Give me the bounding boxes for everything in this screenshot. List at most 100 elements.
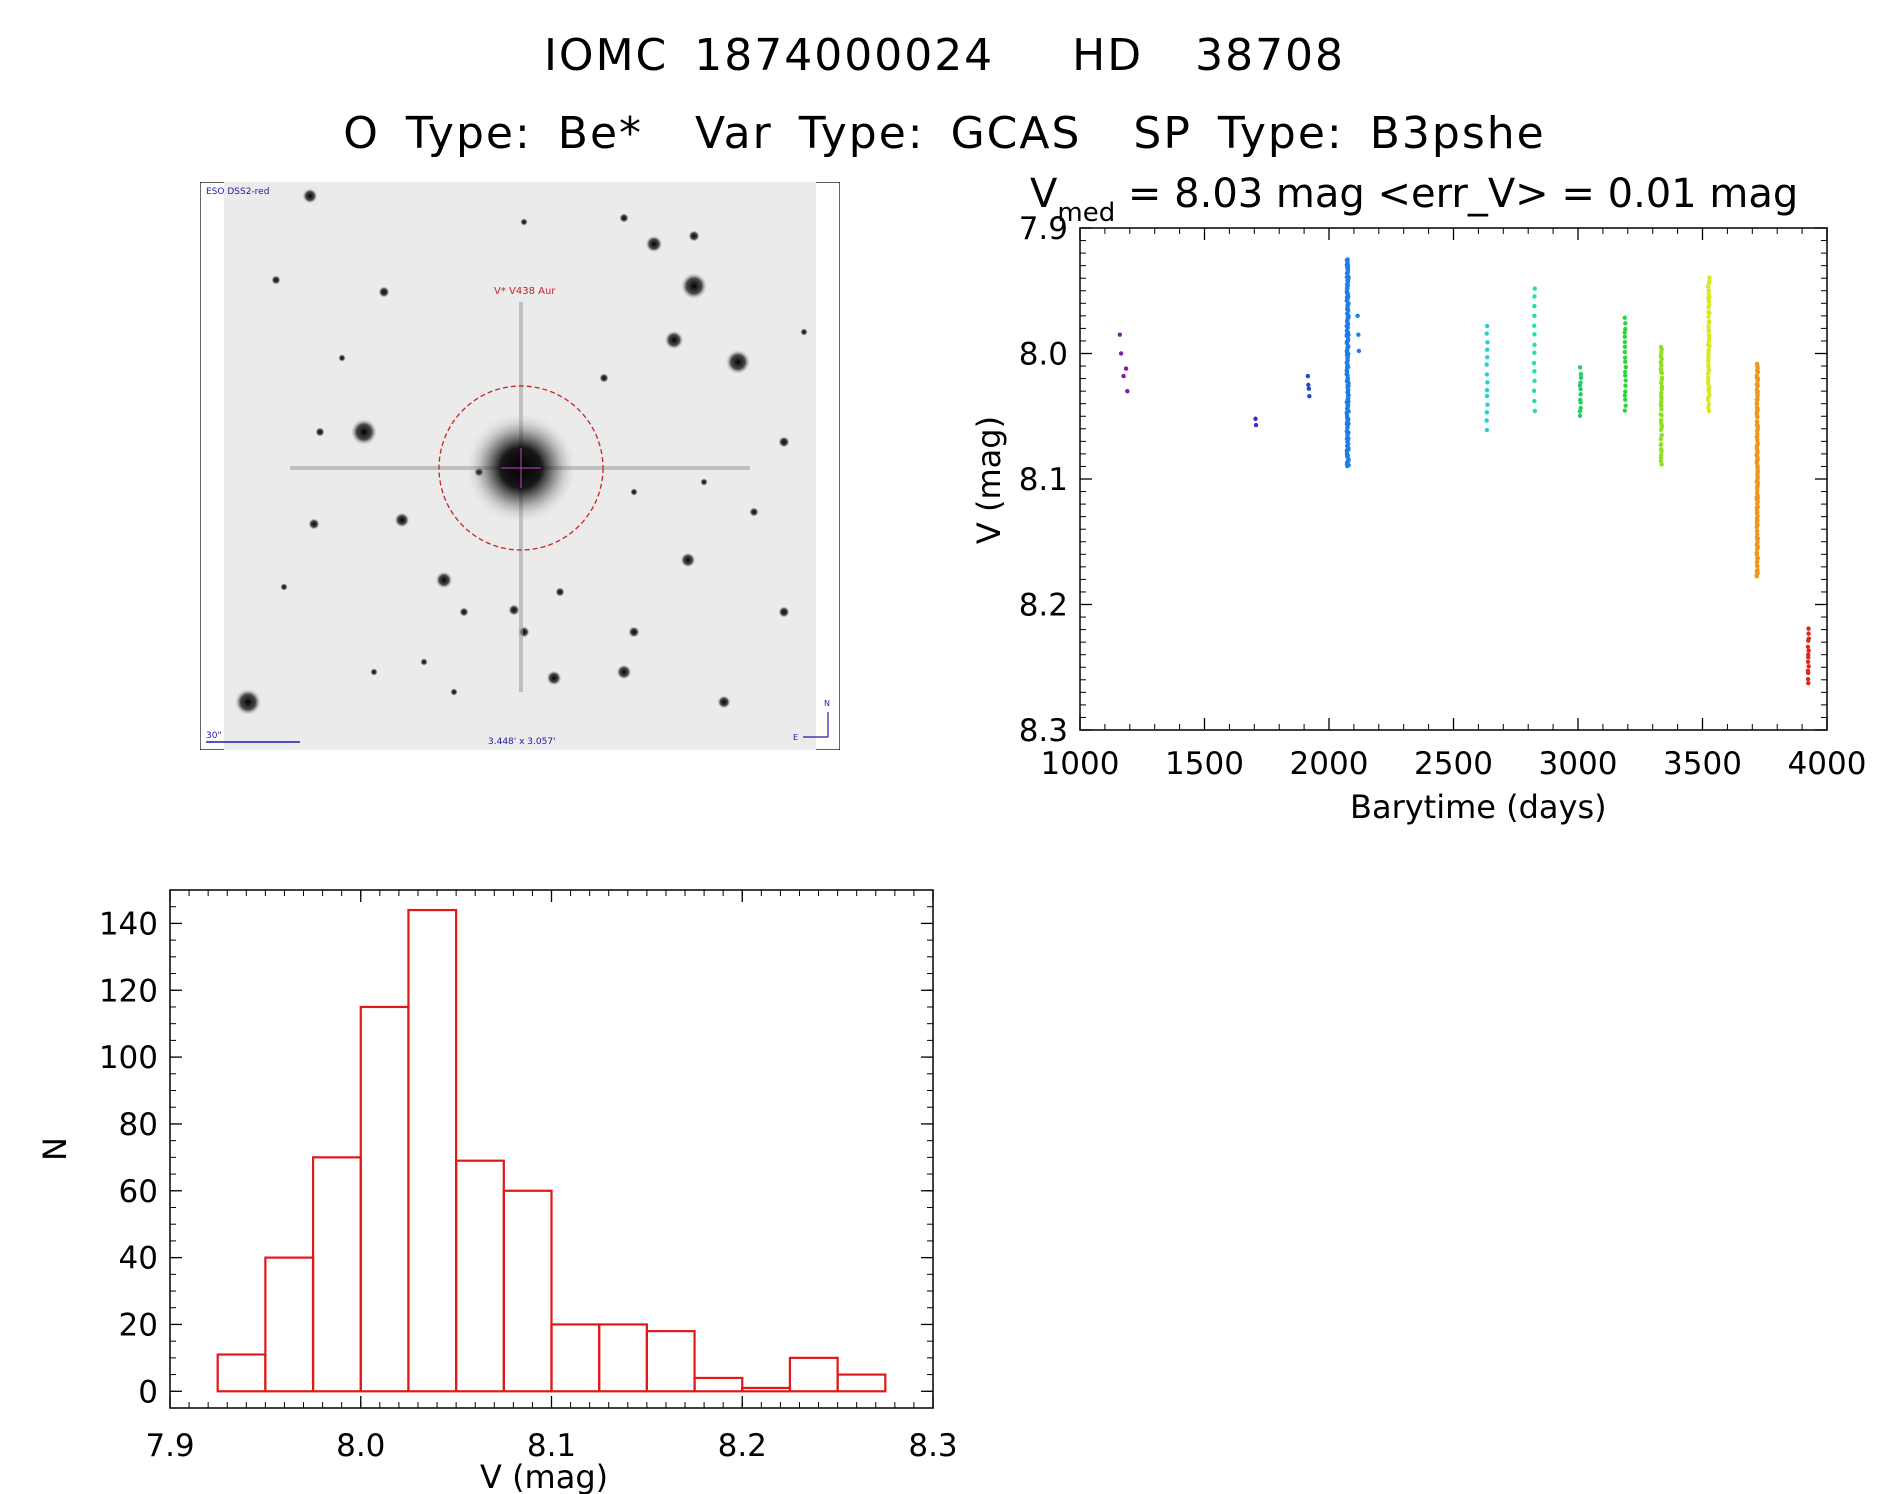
data-point — [1706, 402, 1712, 407]
field-star — [435, 571, 453, 589]
page-title: IOMC 1874000024 HD 38708 — [543, 30, 1346, 81]
data-point — [1355, 313, 1360, 319]
y-tick-label: 0 — [138, 1374, 158, 1410]
data-point — [1754, 574, 1760, 579]
title-subscript: med — [1057, 198, 1115, 228]
data-point — [1658, 437, 1664, 442]
data-point — [1658, 455, 1664, 461]
y-tick-label: 60 — [119, 1174, 158, 1210]
data-point — [1577, 413, 1583, 419]
compass: N E — [793, 699, 830, 742]
scale-label: 30" — [206, 731, 222, 741]
data-point — [1484, 427, 1490, 433]
data-point — [1623, 403, 1628, 408]
field-star — [630, 488, 638, 496]
title-v: V — [1030, 171, 1058, 217]
field-star — [688, 230, 700, 242]
data-point — [1123, 366, 1129, 371]
data-point — [1623, 383, 1628, 388]
data-point — [1623, 373, 1628, 378]
data-point — [1707, 343, 1712, 349]
field-star — [308, 518, 320, 530]
data-point — [1532, 378, 1537, 384]
field-star — [725, 349, 751, 375]
data-point — [1578, 386, 1583, 392]
data-point — [1622, 369, 1628, 375]
data-point — [1253, 416, 1258, 421]
data-point — [1532, 332, 1537, 337]
field-star — [459, 607, 469, 617]
field-star — [520, 218, 528, 226]
histogram-ticks: 7.9 8.0 8.1 8.2 8.3 0 20 40 60 80 100 120 140 — [99, 890, 958, 1464]
data-point — [1532, 398, 1537, 404]
data-point — [1705, 397, 1711, 403]
data-point — [1754, 525, 1759, 530]
data-point — [1623, 321, 1628, 326]
data-point — [1806, 655, 1811, 660]
data-point — [1118, 351, 1124, 356]
data-point — [1659, 448, 1664, 454]
data-point — [1754, 401, 1760, 407]
data-point — [1706, 314, 1711, 319]
histogram-bar — [693, 1376, 744, 1393]
y-tick-label: 80 — [119, 1107, 158, 1143]
data-point — [1806, 638, 1811, 643]
data-point — [1805, 644, 1811, 650]
data-point — [1484, 331, 1489, 336]
data-point — [1755, 564, 1760, 569]
y-tick-label: 7.9 — [1019, 211, 1068, 247]
data-point — [1706, 296, 1711, 301]
data-point — [1622, 355, 1628, 360]
data-point — [1344, 270, 1350, 276]
data-point — [1306, 382, 1311, 388]
x-tick-label: 1000 — [1041, 746, 1120, 782]
east-label: E — [793, 733, 798, 742]
data-point — [1806, 648, 1811, 653]
data-point — [1755, 488, 1760, 493]
data-point — [1755, 397, 1760, 402]
field-star — [302, 188, 318, 204]
field-star — [420, 658, 428, 666]
x-tick-label: 3500 — [1663, 746, 1742, 782]
data-point — [1345, 425, 1350, 431]
field-star — [234, 688, 262, 716]
data-point — [1706, 324, 1711, 329]
data-point — [1705, 370, 1711, 376]
object-types-subtitle: O Type: Be* Var Type: GCAS SP Type: B3ps… — [343, 108, 1546, 159]
field-star — [271, 275, 281, 285]
data-point — [1659, 377, 1665, 382]
data-point — [1253, 422, 1259, 428]
data-point — [1658, 458, 1664, 464]
histogram-bar — [550, 1323, 601, 1393]
data-point — [1622, 393, 1628, 398]
data-point — [1755, 369, 1761, 375]
target-circle — [438, 385, 604, 551]
histogram-ylabel: N — [36, 1137, 74, 1161]
data-point — [1484, 387, 1490, 393]
field-star — [628, 626, 640, 638]
data-point — [1622, 344, 1628, 350]
y-tick-label: 8.3 — [1019, 713, 1068, 749]
data-point — [1755, 378, 1760, 383]
data-point — [1706, 339, 1712, 344]
data-point — [1705, 284, 1711, 289]
field-star — [717, 695, 731, 709]
data-point — [1659, 407, 1664, 412]
data-point — [1484, 393, 1490, 399]
data-point — [1659, 363, 1664, 368]
data-point — [1485, 340, 1490, 345]
histogram-bar — [359, 1005, 410, 1393]
histogram-bars — [216, 908, 887, 1393]
histogram-xlabel: V (mag) — [480, 1458, 608, 1494]
histogram-bar — [502, 1189, 553, 1393]
data-point — [1307, 393, 1312, 399]
data-point — [1532, 342, 1537, 348]
sky-image-panel: ESO DSS2-red V* V438 Aur 30" 3.448' x 3.… — [200, 182, 840, 750]
y-tick-label: 100 — [99, 1040, 158, 1076]
data-point — [1484, 410, 1490, 415]
field-star — [645, 235, 663, 253]
light-curve-points — [1117, 257, 1811, 686]
data-point — [1531, 360, 1537, 366]
field-star — [378, 286, 390, 298]
field-star — [749, 507, 759, 517]
